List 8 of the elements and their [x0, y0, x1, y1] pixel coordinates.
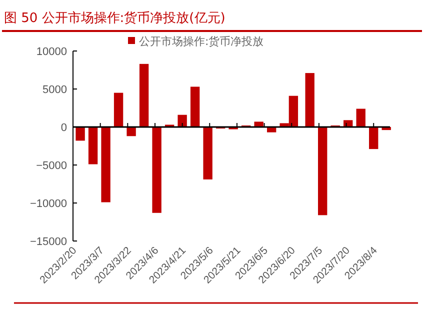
y-tick-label: −10000 [30, 198, 67, 210]
y-tick-label: −15000 [30, 236, 67, 248]
y-tick-label: 10000 [36, 46, 67, 58]
y-tick-label: 5000 [42, 84, 67, 96]
legend-label: 公开市场操作:货币净投放 [139, 35, 264, 48]
y-tick-label: −5000 [36, 160, 67, 172]
chart-title: 图 50 公开市场操作:货币净投放(亿元) [4, 11, 226, 26]
y-tick-label: 0 [60, 122, 67, 134]
